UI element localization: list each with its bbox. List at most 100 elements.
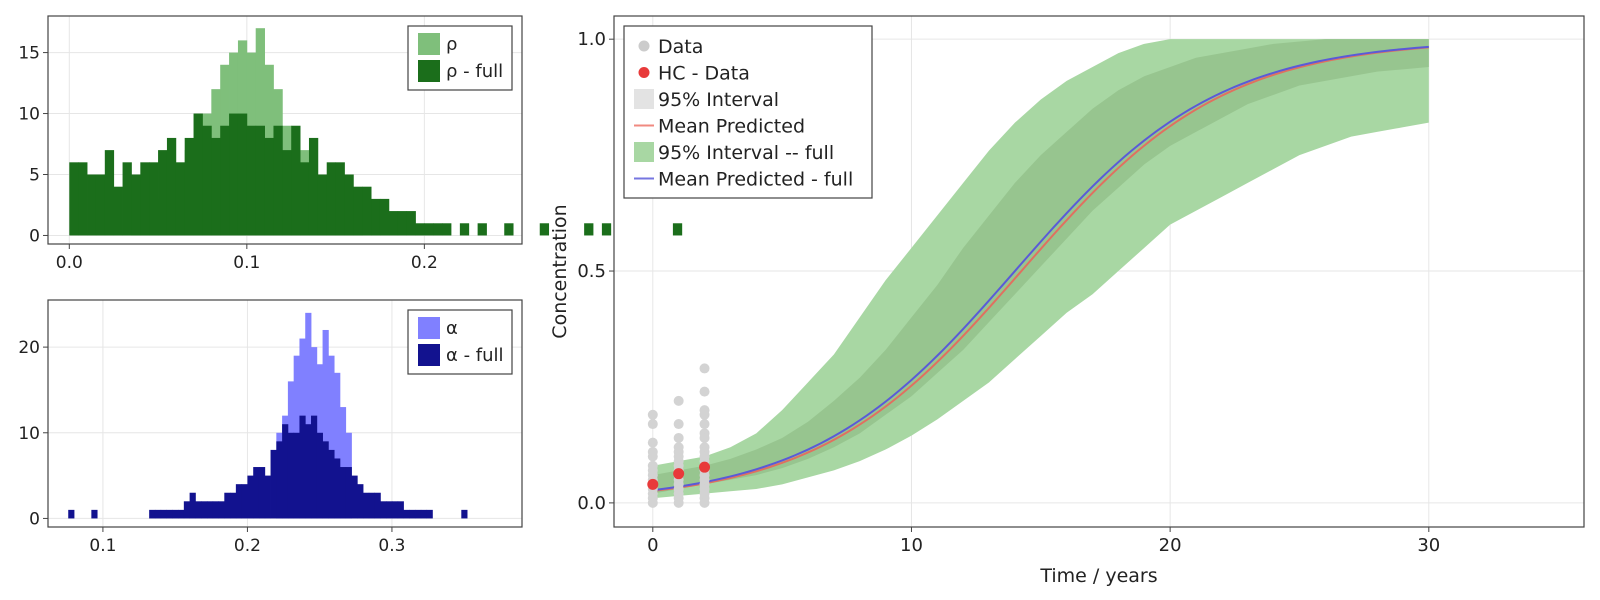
histogram-bar-full: [202, 125, 212, 236]
data-point: [699, 363, 710, 374]
histogram-bar-full: [371, 198, 381, 236]
histogram-bar-full: [368, 492, 375, 519]
x-tick-label: 0.2: [411, 253, 438, 273]
alpha-y-ticks: 0 10 20: [18, 338, 48, 529]
x-tick-label: 10: [900, 535, 923, 556]
histogram-bar-full: [291, 125, 301, 236]
histogram-bar-full: [241, 484, 248, 519]
interval-bands: [652, 39, 1429, 499]
histogram-bar-full: [459, 223, 470, 236]
rho-legend-swatch: [418, 33, 440, 55]
histogram-bar-full: [95, 174, 106, 236]
data-point: [647, 409, 658, 420]
histogram-bar-full: [273, 125, 283, 236]
x-tick-label: 0.1: [233, 253, 260, 273]
histogram-bar-full: [388, 211, 399, 236]
histogram-bar-full: [424, 223, 434, 236]
y-tick-label: 10: [18, 424, 40, 444]
histogram-bar: [305, 312, 312, 519]
histogram-bar-full: [299, 415, 306, 519]
histogram-bar-full: [391, 501, 399, 519]
x-tick-label: 0: [647, 535, 658, 556]
x-tick-label: 0.2: [234, 536, 261, 556]
histogram-bar-full: [308, 137, 319, 236]
histogram-bar-full: [104, 150, 115, 236]
histogram-bar-full: [334, 458, 341, 519]
histogram-bar-full: [357, 484, 364, 519]
histogram-bar-full: [78, 162, 88, 236]
histogram-bar-full: [362, 186, 372, 236]
histogram-bar-full: [69, 162, 79, 236]
legend-label-mean-predicted-full: Mean Predicted - full: [658, 169, 853, 191]
histogram-bar-full: [504, 223, 514, 236]
y-tick-label: 0: [29, 509, 40, 529]
histogram-bar: [322, 329, 329, 519]
histogram-bar-full: [379, 198, 390, 236]
histogram-bar-full: [322, 441, 329, 519]
rho-full-legend-swatch: [418, 60, 440, 82]
histogram-bar-full: [539, 223, 550, 236]
histogram-bar-full: [183, 501, 191, 519]
histogram-bar-full: [264, 137, 274, 236]
mean-lines: [652, 45, 1429, 492]
histogram-bar-full: [351, 475, 358, 519]
histogram-bar-full: [426, 509, 433, 519]
histogram-bar-full: [403, 509, 410, 519]
histogram-bar-full: [172, 509, 179, 519]
rho-full-legend-label: ρ - full: [446, 61, 503, 82]
legend-marker-95-interval-full: [634, 142, 654, 162]
x-axis-label: Time / years: [1039, 565, 1157, 587]
legend-label-hc-data: HC - Data: [658, 63, 750, 85]
histogram-bar-full: [328, 449, 335, 519]
alpha-plot-frame: [47, 299, 523, 528]
histogram-bar-full: [380, 501, 387, 519]
histogram-bar-full: [339, 467, 347, 519]
alpha-legend-label: α: [446, 318, 458, 339]
data-point: [699, 432, 710, 443]
histogram-bar-full: [175, 162, 186, 236]
histogram-bar-full: [235, 484, 243, 519]
histogram-bar-full: [149, 162, 159, 236]
histogram-bar-full: [442, 223, 452, 236]
histogram-bar-full: [160, 509, 167, 519]
histogram-bar-full: [201, 501, 208, 519]
histogram-bar-full: [220, 125, 230, 236]
alpha-full-legend-label: α - full: [446, 345, 504, 366]
histogram-bar-full: [433, 223, 443, 236]
y-tick-label: 1.0: [577, 29, 606, 50]
y-tick-label: 20: [18, 338, 40, 358]
histogram-bar-full: [287, 432, 295, 519]
histogram-bar-full: [91, 509, 98, 519]
histogram-bar-full: [218, 501, 225, 519]
histogram-bar-full: [409, 509, 416, 519]
histogram-bar-full: [293, 432, 300, 519]
histogram-bar-full: [363, 492, 370, 519]
data-point: [647, 451, 658, 462]
histogram-bar-full: [247, 475, 254, 519]
histogram-bar-full: [397, 211, 408, 236]
data-point: [673, 432, 684, 443]
histogram-bar-full: [672, 223, 683, 236]
histogram-bar-full: [224, 492, 231, 519]
mean-predicted-full-line: [652, 45, 1429, 492]
mean-predicted-line: [652, 46, 1429, 492]
histogram-bar-full: [335, 162, 345, 236]
histogram-bar: [334, 372, 341, 519]
histogram-bar-full: [305, 424, 312, 519]
histogram-bar-full: [344, 174, 354, 236]
alpha-full-legend-swatch: [418, 344, 440, 366]
y-tick-label: 15: [18, 44, 40, 64]
histogram-bar-full: [415, 509, 422, 519]
histogram-bar-full: [184, 137, 194, 236]
data-points: [647, 363, 711, 508]
alpha-histogram-panel: 0.1 0.2 0.3 0 10 20 α α - full: [18, 299, 523, 556]
legend-marker-hc-data: [638, 67, 650, 78]
legend-label-data: Data: [658, 36, 703, 58]
histogram-bar-full: [131, 174, 141, 236]
alpha-full-bars: [68, 415, 468, 519]
legend-label-mean-predicted: Mean Predicted: [658, 116, 805, 138]
legend-label-95-interval-full: 95% Interval -- full: [658, 142, 834, 164]
rho-full-bars: [69, 113, 683, 236]
histogram-bar-full: [397, 501, 404, 519]
histogram-bar-full: [212, 501, 219, 519]
